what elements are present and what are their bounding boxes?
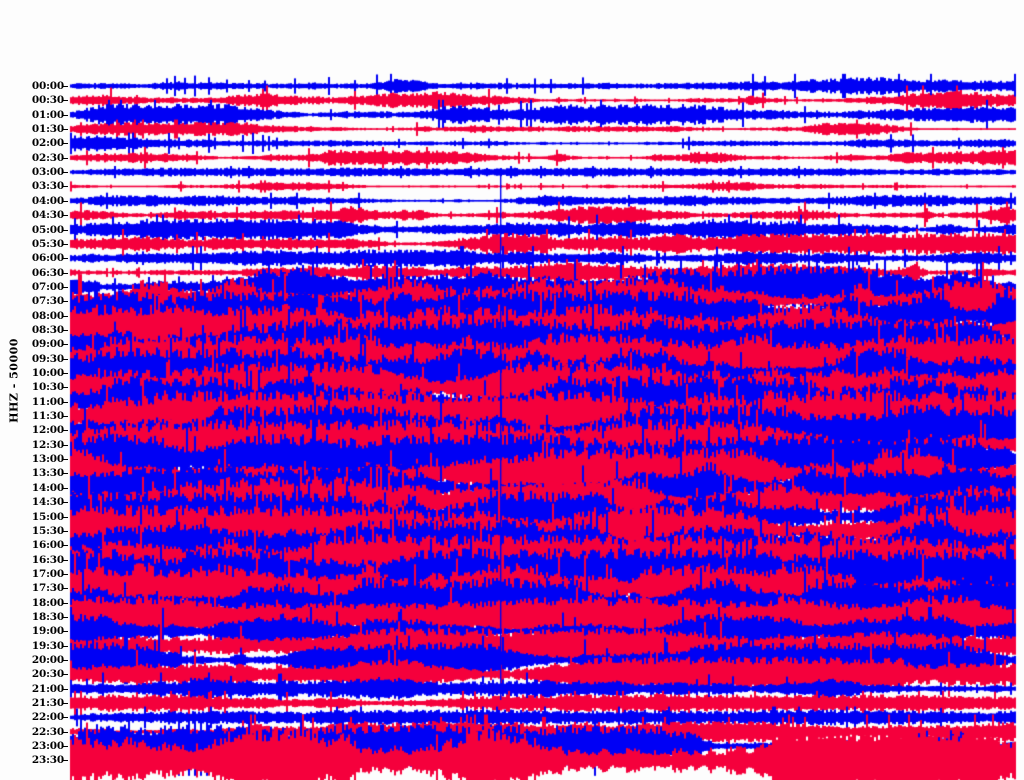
time-tick-mark <box>62 530 68 532</box>
time-tick-label: 02:30 <box>31 151 64 164</box>
time-tick-label: 09:00 <box>31 338 64 351</box>
time-tick-label: 13:00 <box>31 453 64 466</box>
time-tick-label: 09:30 <box>31 352 64 365</box>
time-tick-mark <box>62 286 68 288</box>
time-tick-label: 05:30 <box>31 237 64 250</box>
time-tick-mark <box>62 631 68 633</box>
time-tick-label: 03:00 <box>31 166 64 179</box>
time-tick-label: 08:30 <box>31 323 64 336</box>
time-tick-label: 22:30 <box>31 725 64 738</box>
time-tick-label: 15:00 <box>31 510 64 523</box>
time-tick-label: 21:30 <box>31 697 64 710</box>
time-tick-label: 14:30 <box>31 496 64 509</box>
time-tick-label: 23:30 <box>31 754 64 767</box>
time-tick-mark <box>62 373 68 374</box>
time-tick-label: 10:00 <box>31 367 64 379</box>
time-tick-label: 03:30 <box>31 180 64 193</box>
time-axis: 00:00 00:30 01:00 01:30 02:00 02:30 03:00 03:30… <box>0 0 68 780</box>
time-tick-label: 18:00 <box>31 596 64 609</box>
time-tick-mark <box>62 616 68 618</box>
time-tick-label: 11:30 <box>31 410 64 423</box>
time-tick-label: 07:00 <box>31 280 64 293</box>
time-tick-label: 08:00 <box>31 309 64 322</box>
time-tick-label: 16:00 <box>31 539 64 552</box>
time-tick-mark <box>62 416 68 418</box>
time-tick-label: 10:30 <box>31 381 64 394</box>
time-tick-label: 21:00 <box>31 682 64 695</box>
time-tick-label: 19:30 <box>31 639 64 652</box>
time-tick-mark <box>62 660 68 661</box>
time-tick-label: 23:00 <box>31 740 64 753</box>
time-tick-mark <box>62 387 68 389</box>
time-tick-mark <box>62 329 68 331</box>
time-tick-mark <box>62 157 68 159</box>
time-tick-label: 06:30 <box>31 266 64 279</box>
time-tick-mark <box>62 114 68 116</box>
time-tick-label: 11:00 <box>31 395 64 408</box>
time-tick-mark <box>62 129 68 131</box>
time-tick-mark <box>62 344 68 346</box>
time-tick-mark <box>62 588 68 590</box>
time-tick-mark <box>62 143 68 145</box>
time-tick-mark <box>62 645 68 647</box>
time-tick-mark <box>62 172 68 174</box>
time-tick-label: 17:30 <box>31 582 64 595</box>
time-tick-mark <box>62 459 68 461</box>
time-tick-mark <box>62 301 68 303</box>
time-tick-mark <box>62 86 68 87</box>
time-tick-mark <box>62 215 68 217</box>
time-tick-mark <box>62 272 68 274</box>
time-tick-label: 18:30 <box>31 610 64 623</box>
time-tick-mark <box>62 674 68 676</box>
time-tick-label: 07:30 <box>31 295 64 308</box>
time-tick-mark <box>62 516 68 518</box>
time-tick-label: 06:00 <box>31 252 64 265</box>
time-tick-mark <box>62 717 68 719</box>
time-tick-mark <box>62 602 68 604</box>
time-tick-mark <box>62 760 68 762</box>
time-tick-mark <box>62 731 68 733</box>
time-tick-label: 19:00 <box>31 625 64 638</box>
time-tick-label: 01:00 <box>31 108 64 121</box>
time-tick-label: 15:30 <box>31 524 64 537</box>
time-tick-mark <box>62 229 68 231</box>
time-tick-label: 20:30 <box>31 668 64 681</box>
time-tick-mark <box>62 573 68 575</box>
time-tick-mark <box>62 746 68 748</box>
time-tick-label: 05:00 <box>31 223 64 236</box>
time-tick-mark <box>62 243 68 245</box>
time-tick-mark <box>62 559 68 561</box>
time-tick-mark <box>62 703 68 705</box>
time-tick-label: 14:00 <box>31 481 64 494</box>
time-tick-mark <box>62 487 68 489</box>
time-tick-mark <box>62 430 68 432</box>
time-tick-label: 02:00 <box>31 137 64 150</box>
time-tick-label: 16:30 <box>31 553 64 566</box>
time-tick-mark <box>62 100 68 102</box>
time-tick-label: 13:30 <box>31 467 64 480</box>
time-tick-mark <box>62 444 68 446</box>
time-tick-mark <box>62 473 68 475</box>
time-tick-mark <box>62 358 68 360</box>
time-tick-mark <box>62 401 68 403</box>
time-tick-mark <box>62 545 68 547</box>
time-tick-mark <box>62 186 68 188</box>
time-tick-mark <box>62 688 68 690</box>
time-tick-mark <box>62 502 68 504</box>
time-tick-label: 04:00 <box>31 194 64 207</box>
time-tick-mark <box>62 258 68 260</box>
time-tick-label: 01:30 <box>31 123 64 136</box>
time-tick-label: 12:00 <box>31 424 64 437</box>
time-tick-label: 04:30 <box>31 209 64 222</box>
time-tick-label: 00:00 <box>31 80 64 92</box>
time-tick-mark <box>62 315 68 317</box>
time-tick-label: 00:30 <box>31 94 64 107</box>
time-tick-mark <box>62 200 68 202</box>
time-tick-label: 22:00 <box>31 711 64 724</box>
time-tick-label: 12:30 <box>31 438 64 451</box>
time-tick-label: 20:00 <box>31 654 64 666</box>
time-tick-label: 17:00 <box>31 567 64 580</box>
